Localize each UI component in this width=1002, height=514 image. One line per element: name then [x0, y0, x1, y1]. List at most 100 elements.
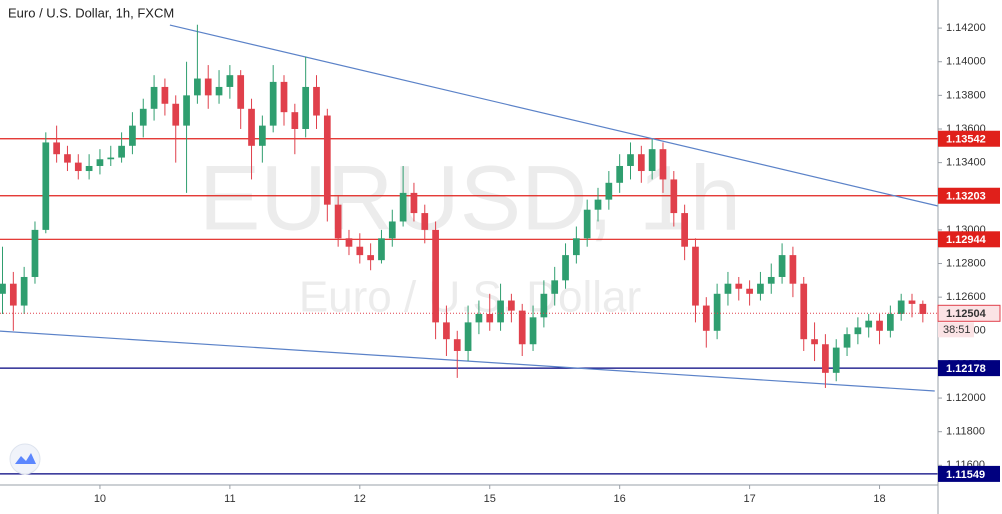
y-tick-label: 1.13400: [946, 157, 986, 169]
candle-body: [204, 78, 212, 96]
candle-body: [735, 283, 743, 289]
watermark-subtitle: Euro / U.S. Dollar: [299, 273, 641, 322]
candle-body: [85, 165, 93, 172]
level-label: 1.13203: [946, 191, 986, 203]
candle-body: [258, 125, 266, 146]
x-tick-label: 18: [873, 493, 885, 505]
countdown: 38:51: [943, 324, 971, 336]
candle-body: [865, 320, 873, 328]
candle-body: [96, 159, 104, 166]
candle-body: [832, 347, 840, 373]
chart-title: Euro / U.S. Dollar, 1h, FXCM: [8, 5, 174, 20]
candle-body: [388, 221, 396, 239]
candle-body: [53, 142, 60, 155]
last-price-label: 1.12504: [946, 308, 987, 320]
candle-body: [64, 154, 71, 163]
candle-body: [702, 305, 710, 331]
y-tick-label: 1.14000: [946, 56, 986, 68]
candle-body: [269, 81, 277, 126]
candle-body: [399, 192, 407, 222]
candle-body: [670, 179, 678, 214]
candle-body: [897, 300, 905, 314]
candle-body: [323, 115, 331, 205]
candle-body: [605, 182, 613, 200]
candle-body: [724, 283, 732, 294]
candle-body: [432, 229, 439, 323]
y-tick-label: 1.14200: [946, 22, 986, 34]
y-tick-label: 1.11800: [946, 426, 985, 438]
level-tag: [938, 231, 1000, 248]
candle-body: [811, 339, 818, 345]
level-tag: [938, 465, 1000, 482]
candle-body: [345, 238, 353, 247]
title-bg: [4, 4, 184, 22]
level-tag: [938, 130, 1000, 147]
candle-body: [9, 283, 17, 306]
candle-body: [410, 192, 418, 214]
candle-body: [562, 255, 569, 281]
candle-body: [118, 145, 125, 158]
countdown-tag: [938, 322, 974, 338]
trendline: [0, 330, 935, 392]
candle-body: [518, 310, 526, 345]
candle-body: [800, 283, 808, 340]
candle-body: [843, 334, 851, 348]
candle-body: [692, 246, 699, 306]
level-tag: [938, 187, 1000, 204]
candle-body: [378, 238, 385, 261]
candle-body: [757, 283, 764, 294]
candle-body: [616, 165, 624, 183]
candle-body: [356, 246, 364, 256]
candle-body: [226, 75, 234, 87]
candle-body: [150, 86, 158, 109]
last-price-tag: [937, 304, 1001, 322]
candle-body: [475, 313, 483, 323]
y-tick-label: 1.12800: [946, 257, 986, 269]
x-tick-label: 11: [224, 493, 235, 505]
candle-body: [237, 75, 245, 109]
candle-body: [854, 327, 862, 335]
candle-body: [778, 255, 786, 277]
candle-body: [107, 157, 115, 160]
candle-body: [713, 293, 721, 331]
y-tick-label: 1.12000: [946, 392, 986, 404]
x-tick-label: 17: [743, 493, 755, 505]
candle-body: [464, 322, 472, 351]
x-tick-label: 12: [354, 493, 366, 505]
candle-body: [486, 313, 494, 323]
candle-body: [183, 95, 190, 126]
candle-body: [129, 125, 136, 146]
plot-area: [0, 24, 939, 475]
candle-body: [497, 300, 504, 323]
x-tick-label: 15: [484, 493, 496, 505]
candle-body: [583, 209, 591, 239]
candle-body: [648, 149, 656, 172]
x-tick-label: 10: [94, 493, 106, 505]
candle-body: [572, 238, 580, 256]
logo: [9, 443, 41, 475]
level-label: 1.13542: [946, 134, 986, 146]
candle-body: [302, 86, 310, 129]
candle-body: [161, 86, 169, 104]
candle-body: [822, 344, 829, 373]
candle-body: [746, 288, 753, 294]
candle-body: [74, 162, 82, 172]
time-axis-bg: [0, 485, 938, 514]
candle-body: [594, 199, 602, 210]
axes: 1.142001.140001.138001.136001.134001.132…: [94, 22, 1001, 505]
level-tag: [938, 360, 1000, 377]
y-tick-label: 1.13800: [946, 89, 986, 101]
candle-body: [767, 276, 775, 284]
candle-body: [627, 154, 634, 166]
level-label: 1.12944: [946, 234, 987, 246]
candle-body: [248, 108, 255, 146]
candle-body: [659, 149, 667, 180]
candle-body: [0, 283, 6, 294]
candle-body: [908, 300, 916, 304]
candle-body: [421, 213, 429, 230]
candle-body: [508, 300, 515, 311]
candle-body: [313, 86, 320, 116]
level-label: 1.11549: [946, 469, 985, 481]
